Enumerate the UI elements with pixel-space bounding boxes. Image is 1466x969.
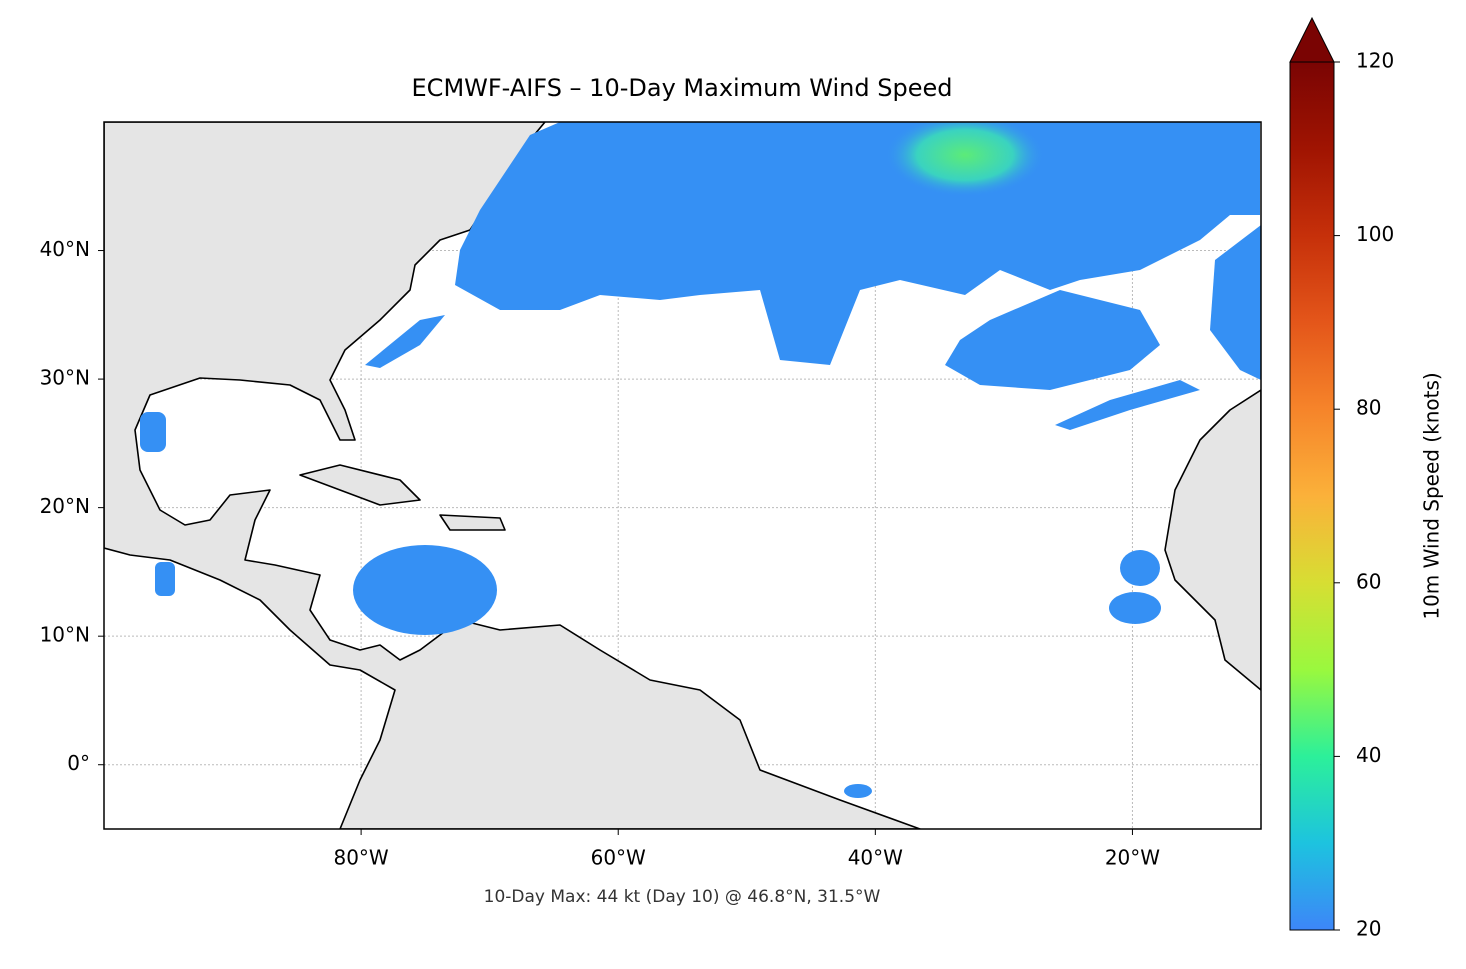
x-tick-label: 60°W (591, 846, 646, 870)
colorbar-label: 10m Wind Speed (knots) (1420, 372, 1444, 619)
y-tick-label: 40°N (40, 237, 90, 261)
y-tick-label: 30°N (40, 366, 90, 390)
colorbar-tick-label: 20 (1356, 917, 1381, 941)
colorbar-tick-label: 100 (1356, 222, 1394, 246)
colorbar-extend (1289, 16, 1335, 63)
wind-west-africa (1109, 592, 1161, 624)
y-tick-label: 20°N (40, 494, 90, 518)
wind-cape-verde (1120, 550, 1160, 586)
wind-east-atlantic (945, 290, 1160, 390)
wind-gulf (140, 412, 166, 452)
axes-frame (103, 121, 1262, 830)
wind-north-atlantic (455, 122, 1260, 365)
wind-maximum (885, 122, 1045, 197)
wind-iberia (1210, 225, 1261, 380)
wind-carolina (365, 315, 445, 368)
annotation: 10-Day Max: 44 kt (Day 10) @ 46.8°N, 31.… (484, 887, 881, 907)
map-title: ECMWF-AIFS – 10-Day Maximum Wind Speed (412, 74, 953, 102)
colorbar-tick-label: 120 (1356, 49, 1394, 73)
colorbar-tick-label: 60 (1356, 569, 1381, 593)
colorbar-gradient (1290, 62, 1334, 930)
x-tick-label: 40°W (848, 846, 903, 870)
colorbar-frame (1289, 61, 1335, 931)
colorbar: 20 40 60 80 100 120 (1289, 16, 1394, 941)
map-area (104, 122, 1261, 829)
wind-tail (1055, 380, 1200, 430)
cuba (299, 464, 421, 506)
africa (1164, 389, 1261, 691)
y-tick-label: 0° (67, 751, 90, 775)
wind-equator (844, 784, 872, 798)
wind-pacific (155, 562, 175, 596)
wind-caribbean (353, 545, 497, 635)
x-tick-label: 80°W (333, 846, 388, 870)
colorbar-tick-label: 80 (1356, 396, 1381, 420)
y-tick-label: 10°N (40, 623, 90, 647)
americas (104, 122, 921, 829)
x-tick-label: 20°W (1105, 846, 1160, 870)
colorbar-tick-label: 40 (1356, 743, 1381, 767)
hispaniola (439, 514, 506, 531)
